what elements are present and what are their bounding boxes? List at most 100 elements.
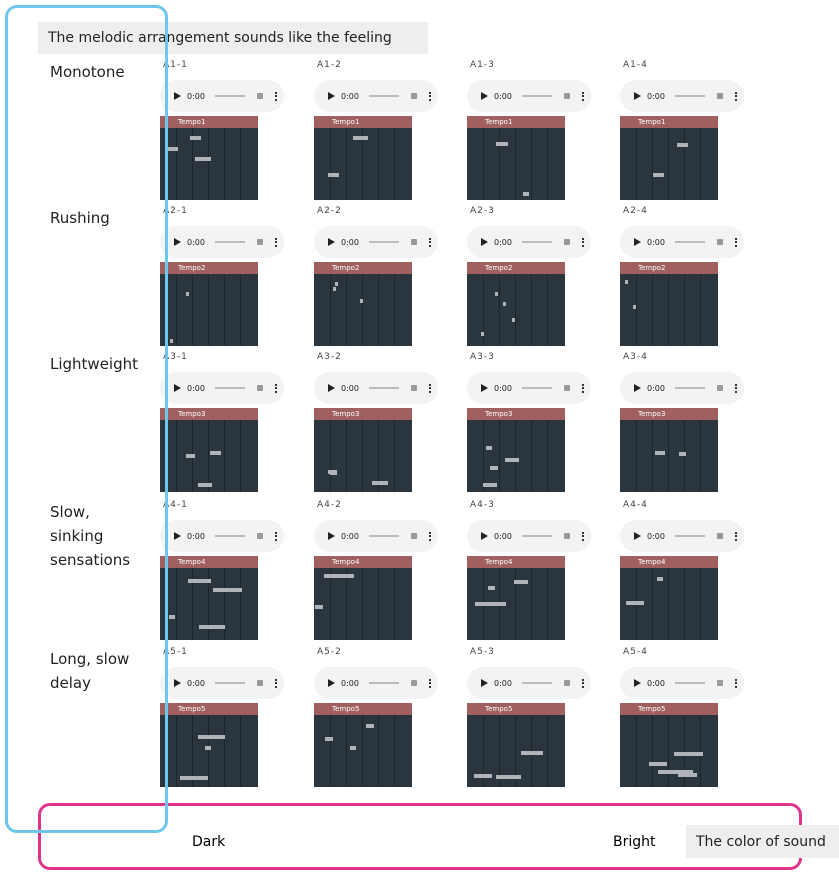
audio-player[interactable]: 0:00 <box>467 520 591 552</box>
volume-icon[interactable] <box>717 239 723 245</box>
audio-player[interactable]: 0:00 <box>160 372 284 404</box>
menu-icon[interactable] <box>275 532 279 541</box>
audio-player[interactable]: 0:00 <box>160 226 284 258</box>
audio-player[interactable]: 0:00 <box>620 520 744 552</box>
beat-line <box>700 715 701 787</box>
menu-icon[interactable] <box>429 532 433 541</box>
menu-icon[interactable] <box>735 384 739 393</box>
play-button[interactable] <box>481 679 488 687</box>
menu-icon[interactable] <box>429 679 433 688</box>
play-button[interactable] <box>481 92 488 100</box>
play-button[interactable] <box>634 532 641 540</box>
sample-id: A5-4 <box>623 647 648 657</box>
play-button[interactable] <box>174 92 181 100</box>
play-button[interactable] <box>328 238 335 246</box>
beat-line <box>378 568 379 640</box>
volume-icon[interactable] <box>564 680 570 686</box>
volume-icon[interactable] <box>257 93 263 99</box>
volume-icon[interactable] <box>717 680 723 686</box>
time-display: 0:00 <box>494 92 512 101</box>
play-button[interactable] <box>481 532 488 540</box>
volume-icon[interactable] <box>411 385 417 391</box>
menu-icon[interactable] <box>582 532 586 541</box>
menu-icon[interactable] <box>735 92 739 101</box>
play-button[interactable] <box>174 384 181 392</box>
audio-player[interactable]: 0:00 <box>467 226 591 258</box>
beat-line <box>378 128 379 200</box>
progress-bar <box>215 535 245 537</box>
volume-icon[interactable] <box>411 533 417 539</box>
volume-icon[interactable] <box>411 93 417 99</box>
audio-player[interactable]: 0:00 <box>620 372 744 404</box>
volume-icon[interactable] <box>257 239 263 245</box>
play-button[interactable] <box>328 679 335 687</box>
audio-player[interactable]: 0:00 <box>467 80 591 112</box>
volume-icon[interactable] <box>564 93 570 99</box>
note-bar <box>653 173 664 177</box>
audio-player[interactable]: 0:00 <box>620 80 744 112</box>
volume-icon[interactable] <box>564 533 570 539</box>
audio-player[interactable]: 0:00 <box>160 80 284 112</box>
piano-roll: Tempo3 <box>160 408 258 492</box>
volume-icon[interactable] <box>411 239 417 245</box>
menu-icon[interactable] <box>582 384 586 393</box>
audio-player[interactable]: 0:00 <box>314 80 438 112</box>
menu-icon[interactable] <box>275 238 279 247</box>
audio-player[interactable]: 0:00 <box>467 372 591 404</box>
audio-player[interactable]: 0:00 <box>314 226 438 258</box>
volume-icon[interactable] <box>257 533 263 539</box>
footer-right: Bright <box>613 834 656 850</box>
play-button[interactable] <box>634 384 641 392</box>
play-button[interactable] <box>634 92 641 100</box>
play-button[interactable] <box>481 384 488 392</box>
audio-player[interactable]: 0:00 <box>160 520 284 552</box>
menu-icon[interactable] <box>275 92 279 101</box>
volume-icon[interactable] <box>564 239 570 245</box>
progress-bar <box>675 95 705 97</box>
play-button[interactable] <box>174 532 181 540</box>
note-bar <box>655 451 665 455</box>
piano-roll: Tempo1 <box>620 116 718 200</box>
volume-icon[interactable] <box>411 680 417 686</box>
play-button[interactable] <box>634 679 641 687</box>
play-button[interactable] <box>328 532 335 540</box>
play-button[interactable] <box>328 92 335 100</box>
menu-icon[interactable] <box>429 238 433 247</box>
menu-icon[interactable] <box>275 679 279 688</box>
play-button[interactable] <box>634 238 641 246</box>
play-button[interactable] <box>328 384 335 392</box>
play-button[interactable] <box>174 679 181 687</box>
audio-player[interactable]: 0:00 <box>314 667 438 699</box>
menu-icon[interactable] <box>275 384 279 393</box>
note-bar <box>333 287 336 291</box>
progress-bar <box>522 241 552 243</box>
volume-icon[interactable] <box>717 533 723 539</box>
audio-player[interactable]: 0:00 <box>314 372 438 404</box>
menu-icon[interactable] <box>429 384 433 393</box>
menu-icon[interactable] <box>735 679 739 688</box>
menu-icon[interactable] <box>582 238 586 247</box>
play-button[interactable] <box>174 238 181 246</box>
volume-icon[interactable] <box>257 385 263 391</box>
track-name: Tempo5 <box>467 703 565 715</box>
note-bar <box>523 192 529 196</box>
note-bar <box>495 292 498 296</box>
audio-player[interactable]: 0:00 <box>314 520 438 552</box>
menu-icon[interactable] <box>735 532 739 541</box>
play-button[interactable] <box>481 238 488 246</box>
menu-icon[interactable] <box>429 92 433 101</box>
audio-player[interactable]: 0:00 <box>620 226 744 258</box>
menu-icon[interactable] <box>582 679 586 688</box>
menu-icon[interactable] <box>582 92 586 101</box>
beat-line <box>499 274 500 346</box>
note-bar <box>496 775 521 779</box>
volume-icon[interactable] <box>717 93 723 99</box>
piano-roll: Tempo4 <box>467 556 565 640</box>
volume-icon[interactable] <box>564 385 570 391</box>
audio-player[interactable]: 0:00 <box>620 667 744 699</box>
audio-player[interactable]: 0:00 <box>160 667 284 699</box>
volume-icon[interactable] <box>257 680 263 686</box>
volume-icon[interactable] <box>717 385 723 391</box>
menu-icon[interactable] <box>735 238 739 247</box>
audio-player[interactable]: 0:00 <box>467 667 591 699</box>
